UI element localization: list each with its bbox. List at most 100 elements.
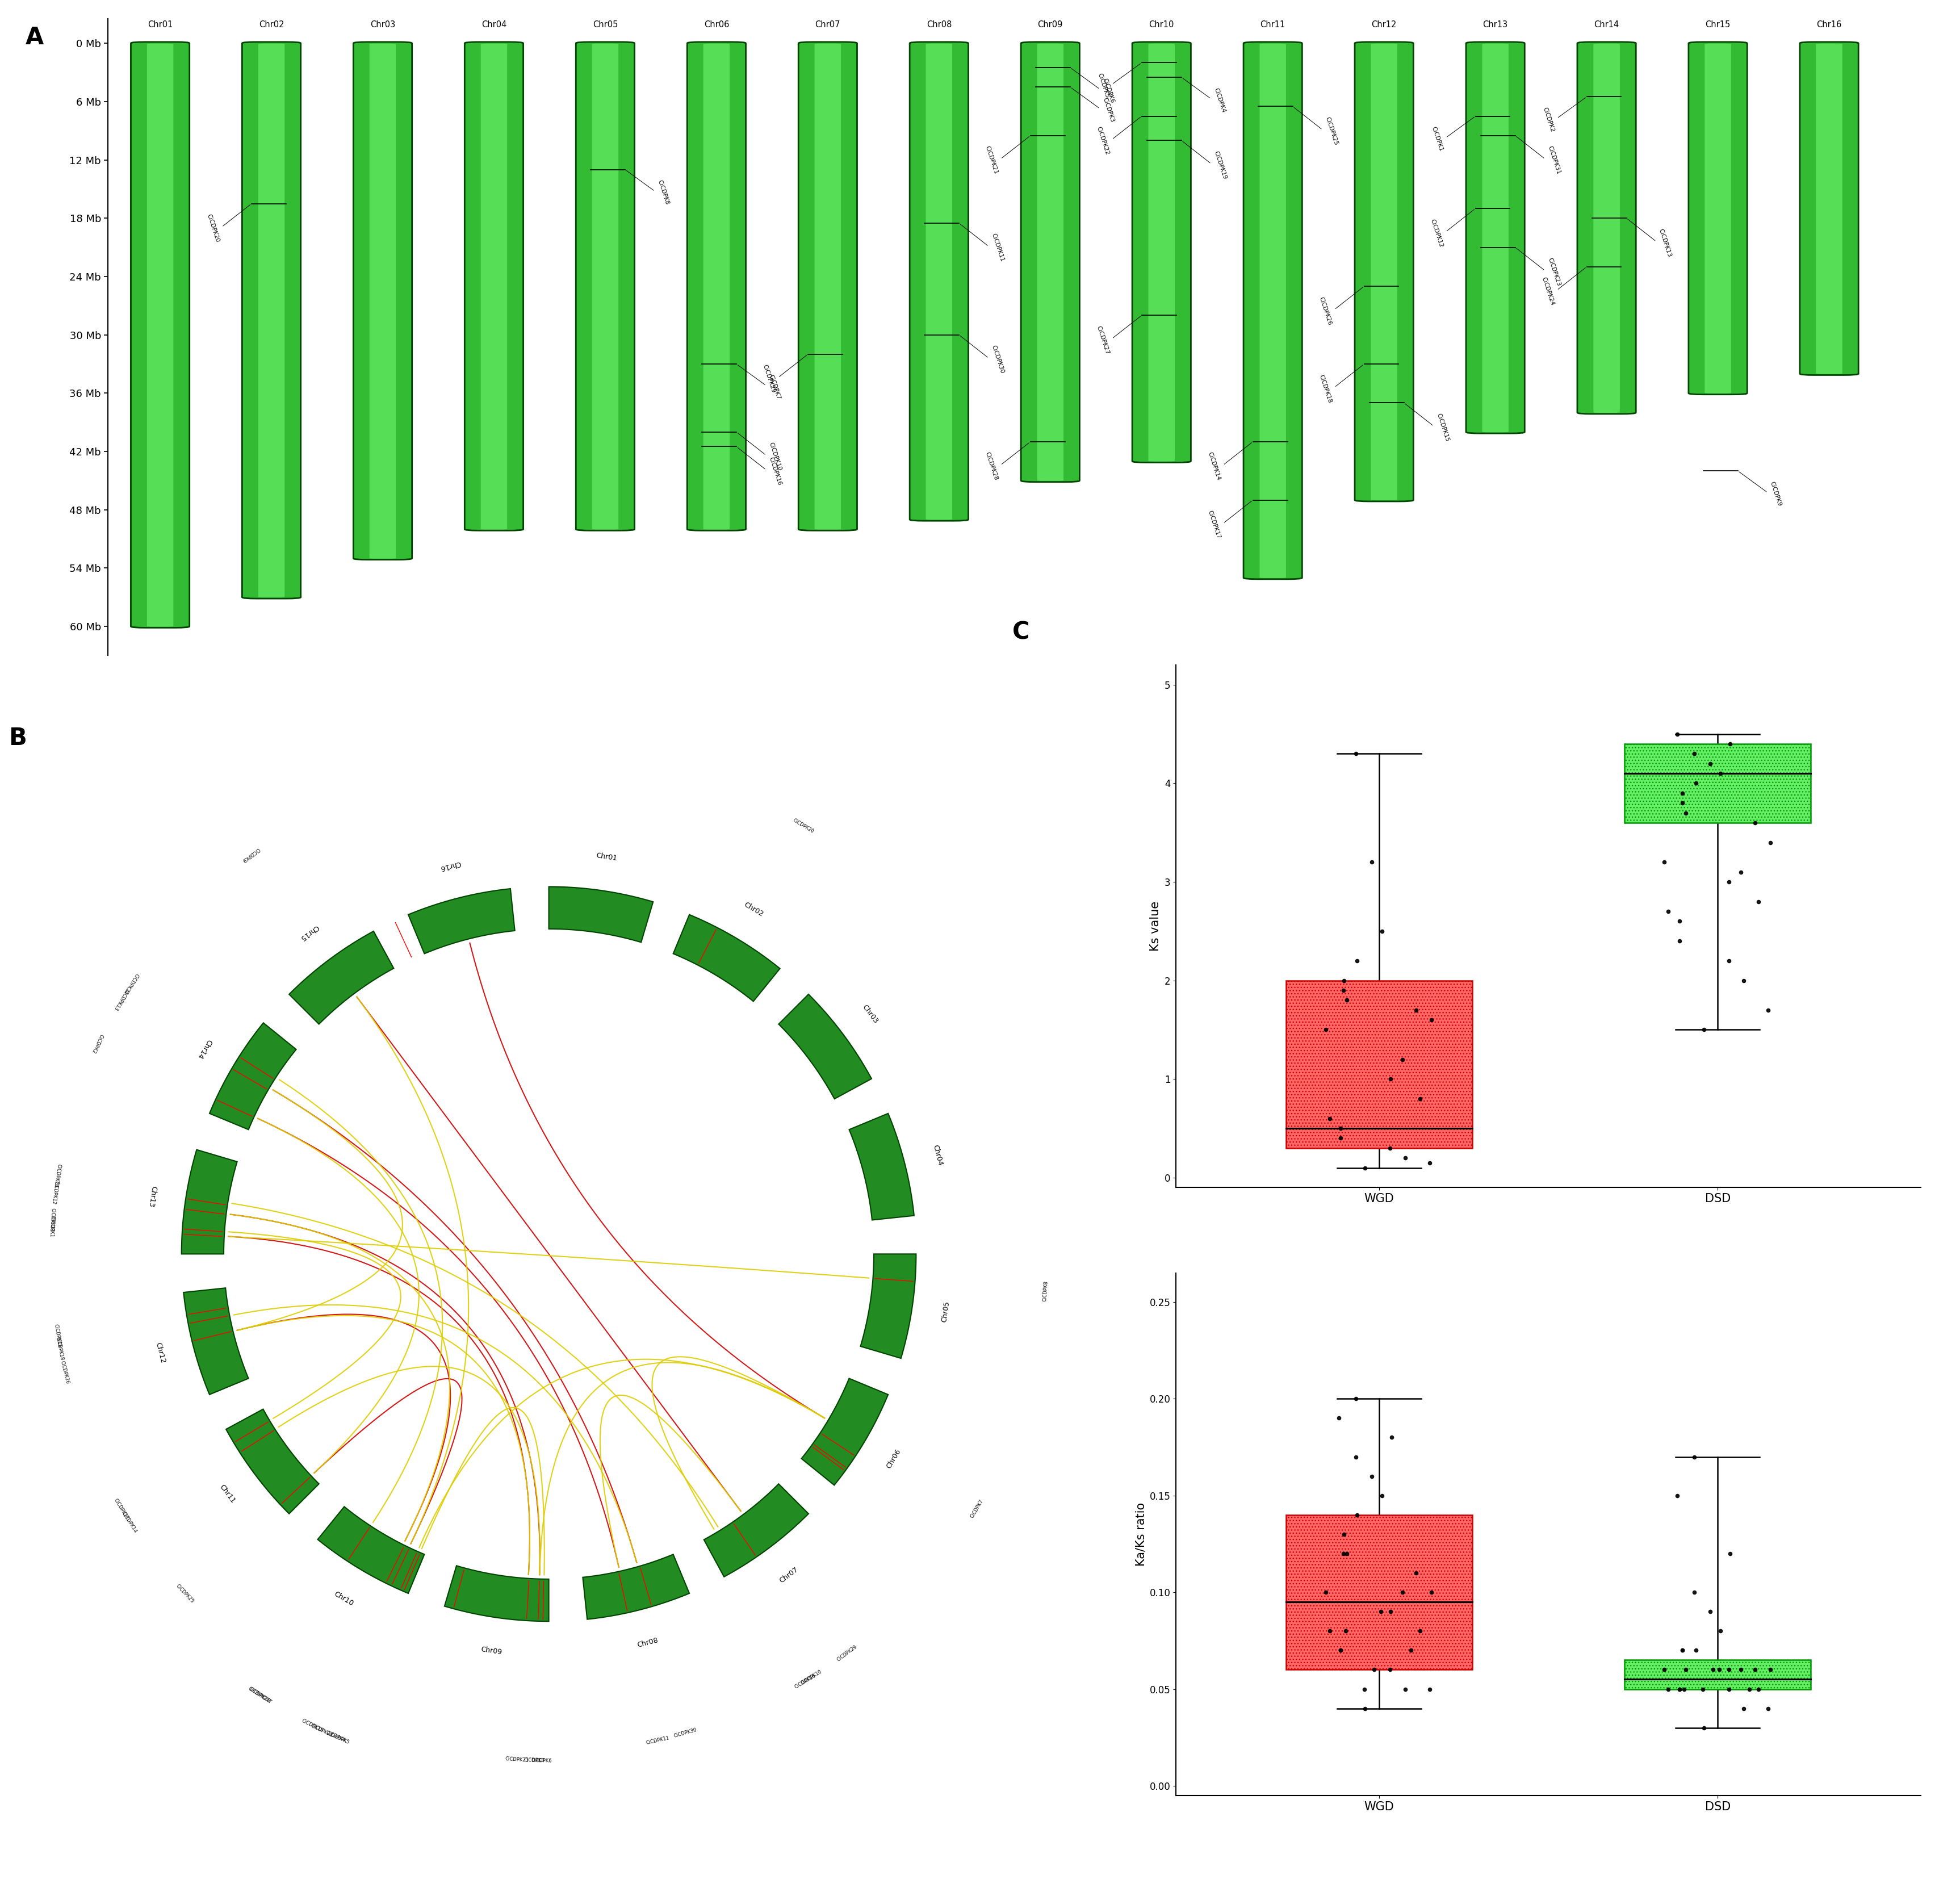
Point xyxy=(1413,1674,1445,1704)
Text: CiCDPK29: CiCDPK29 xyxy=(835,1644,858,1662)
Point xyxy=(1664,906,1695,937)
Point xyxy=(1652,1674,1684,1704)
Point xyxy=(1703,1655,1735,1685)
Point xyxy=(1754,826,1786,857)
Text: CiCDPK14: CiCDPK14 xyxy=(122,1511,137,1533)
Text: CiCDPK21: CiCDPK21 xyxy=(984,137,1029,175)
Point xyxy=(1705,1615,1737,1645)
Polygon shape xyxy=(849,1113,913,1220)
Text: CiCDPK5: CiCDPK5 xyxy=(329,1733,351,1744)
FancyBboxPatch shape xyxy=(576,42,635,530)
Text: CiCDPK26: CiCDPK26 xyxy=(1319,287,1362,325)
Y-axis label: Ka/Ks ratio: Ka/Ks ratio xyxy=(1135,1503,1147,1566)
Text: CiCDPK9: CiCDPK9 xyxy=(1739,471,1782,507)
Polygon shape xyxy=(318,1507,425,1594)
Point xyxy=(1341,946,1372,977)
Point xyxy=(1688,1712,1719,1742)
Text: CiCDPK23: CiCDPK23 xyxy=(53,1163,61,1188)
Point xyxy=(1754,1655,1786,1685)
Point xyxy=(1331,1539,1362,1569)
Text: CiCDPK30: CiCDPK30 xyxy=(672,1727,698,1739)
FancyBboxPatch shape xyxy=(1286,980,1472,1148)
FancyBboxPatch shape xyxy=(925,44,953,521)
Point xyxy=(1705,758,1737,788)
FancyBboxPatch shape xyxy=(1243,42,1301,579)
Text: CiCDPK28: CiCDPK28 xyxy=(249,1687,270,1704)
Text: CiCDPK27T: CiCDPK27T xyxy=(247,1685,272,1704)
Point xyxy=(1742,1674,1774,1704)
Text: Chr11: Chr11 xyxy=(218,1484,237,1505)
Text: CiCDPK7: CiCDPK7 xyxy=(737,365,782,401)
Text: CiCDPK20: CiCDPK20 xyxy=(792,817,815,834)
FancyBboxPatch shape xyxy=(147,44,172,627)
FancyBboxPatch shape xyxy=(1260,44,1286,578)
Text: Chr16: Chr16 xyxy=(1817,21,1842,28)
Text: A: A xyxy=(25,25,43,49)
Point xyxy=(1396,1636,1427,1666)
Polygon shape xyxy=(445,1566,549,1621)
Point xyxy=(1668,1674,1699,1704)
Text: C: C xyxy=(1011,619,1029,644)
Text: CiCDPK16: CiCDPK16 xyxy=(737,448,782,486)
Y-axis label: Ks value: Ks value xyxy=(1151,901,1160,952)
Text: Chr15: Chr15 xyxy=(1705,21,1731,28)
Text: Chr03: Chr03 xyxy=(370,21,396,28)
Point xyxy=(1413,1148,1445,1178)
Point xyxy=(1713,866,1744,897)
Point xyxy=(1374,1655,1405,1685)
Text: CiCDPK10: CiCDPK10 xyxy=(800,1668,823,1685)
Text: CiCDPK29: CiCDPK29 xyxy=(762,355,808,393)
Text: Chr12: Chr12 xyxy=(1372,21,1397,28)
Text: Chr16: Chr16 xyxy=(439,859,461,872)
Point xyxy=(1309,1015,1341,1045)
Point xyxy=(1739,1655,1770,1685)
Point xyxy=(1666,777,1697,808)
FancyBboxPatch shape xyxy=(1482,44,1509,433)
Point xyxy=(1662,1480,1693,1511)
FancyBboxPatch shape xyxy=(1690,42,1746,395)
Text: CiCDPK11: CiCDPK11 xyxy=(645,1735,670,1746)
Point xyxy=(1752,996,1784,1026)
FancyBboxPatch shape xyxy=(1625,745,1811,823)
Point xyxy=(1729,965,1760,996)
Text: CiCDPK10: CiCDPK10 xyxy=(737,433,782,471)
Text: Chr01: Chr01 xyxy=(147,21,172,28)
Text: CiCDPK3: CiCDPK3 xyxy=(1072,87,1115,124)
Point xyxy=(1325,1636,1356,1666)
Text: CiCDPK1: CiCDPK1 xyxy=(1431,118,1474,152)
FancyBboxPatch shape xyxy=(1466,42,1525,433)
Text: CiCDPK12: CiCDPK12 xyxy=(51,1180,59,1205)
Point xyxy=(1329,975,1360,1005)
Polygon shape xyxy=(672,914,780,1001)
Text: B: B xyxy=(8,726,27,751)
Text: CiCDPK17: CiCDPK17 xyxy=(112,1497,129,1520)
FancyBboxPatch shape xyxy=(1354,42,1413,502)
Text: Chr09: Chr09 xyxy=(480,1645,502,1657)
Text: Chr07: Chr07 xyxy=(815,21,841,28)
Text: Chr06: Chr06 xyxy=(704,21,729,28)
Point xyxy=(1341,739,1372,770)
Point xyxy=(1329,965,1360,996)
Point xyxy=(1376,1423,1407,1454)
Text: CiCDPK6: CiCDPK6 xyxy=(531,1758,553,1763)
Point xyxy=(1652,897,1684,927)
Point xyxy=(1697,1655,1729,1685)
Text: CiCDPK24: CiCDPK24 xyxy=(1541,268,1586,306)
FancyBboxPatch shape xyxy=(465,42,523,530)
Point xyxy=(1390,1142,1421,1172)
Text: CiCDPK12: CiCDPK12 xyxy=(1429,209,1474,249)
Point xyxy=(1693,1596,1725,1626)
Text: Chr10: Chr10 xyxy=(1149,21,1174,28)
Text: CiCDPK19: CiCDPK19 xyxy=(1182,141,1227,180)
Text: CiCDPK14: CiCDPK14 xyxy=(1207,443,1252,481)
Point xyxy=(1405,1083,1437,1113)
Text: CiCDPK20: CiCDPK20 xyxy=(206,205,251,243)
Point xyxy=(1680,1442,1711,1472)
Polygon shape xyxy=(778,994,872,1098)
Text: Chr03: Chr03 xyxy=(860,1003,880,1024)
Point xyxy=(1680,1636,1711,1666)
Point xyxy=(1713,1674,1744,1704)
Text: CiCDPK28: CiCDPK28 xyxy=(984,443,1029,481)
Point xyxy=(1666,788,1697,819)
Text: Chr08: Chr08 xyxy=(927,21,953,28)
